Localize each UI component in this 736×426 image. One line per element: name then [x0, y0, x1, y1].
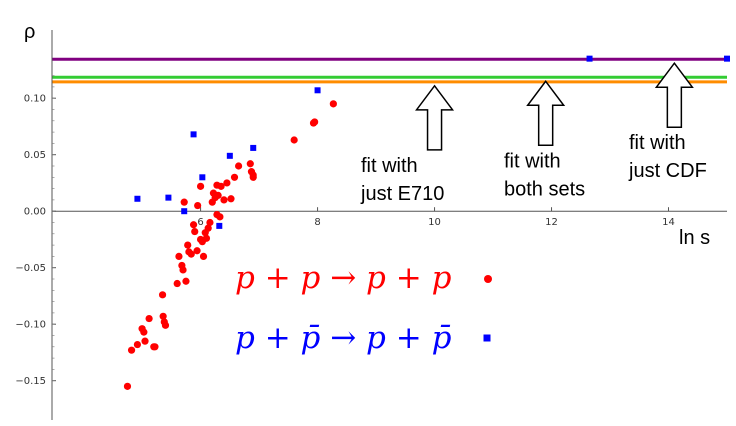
- pp-point: [180, 198, 188, 206]
- pp-point: [206, 218, 214, 227]
- annotation-text: fit with: [361, 155, 418, 177]
- x-tick-label: 6: [197, 217, 203, 228]
- annotations: fit with just E710 fit with both sets fit wi…: [360, 61, 707, 205]
- pp-point: [123, 382, 132, 390]
- fit-lines: [52, 57, 727, 84]
- pp-point: [161, 321, 170, 329]
- pp-point: [216, 213, 224, 221]
- ppbar-point: [165, 194, 172, 201]
- pp-point: [182, 277, 190, 285]
- annotation-text: fit with: [629, 132, 686, 154]
- ppbar-point: [216, 222, 223, 229]
- ppbar-point: [250, 144, 257, 151]
- legend-marker-ppbar: [483, 334, 491, 342]
- pp-point: [187, 250, 195, 258]
- pp-point: [175, 252, 183, 260]
- x-tick-label: 14: [662, 217, 675, 228]
- pp-point: [140, 328, 148, 336]
- annotation-text: just E710: [360, 183, 444, 205]
- data-points: [123, 55, 730, 390]
- pp-point: [133, 340, 142, 349]
- x-tick-label: 8: [314, 217, 320, 228]
- y-tick-label: 0.10: [24, 94, 46, 105]
- x-axis-title: ln s: [679, 227, 710, 249]
- pp-point: [145, 314, 153, 323]
- pp-point: [329, 100, 337, 108]
- pp-point: [127, 346, 136, 354]
- pp-point: [223, 179, 231, 187]
- pp-point: [220, 196, 228, 204]
- ppbar-point: [190, 131, 197, 138]
- legend: p + p → p + p p + p̄ → p + p̄: [235, 260, 492, 356]
- pp-point: [311, 118, 319, 126]
- pp-point: [191, 227, 199, 236]
- pp-point: [217, 182, 225, 190]
- ppbar-point: [181, 208, 188, 215]
- annotation-text: fit with: [504, 150, 561, 172]
- pp-point: [249, 171, 257, 179]
- pp-point: [194, 201, 202, 210]
- legend-label-ppbar: p + p̄ → p + p̄: [235, 320, 452, 356]
- y-axis-title: ρ: [24, 21, 35, 43]
- pp-point: [246, 160, 254, 168]
- ticks: 6 8 10 12 14 0.10 0.05 0.00 −0.05 −0.10 −0.15: [15, 75, 675, 387]
- annotation-text: just CDF: [628, 160, 707, 182]
- pp-point: [158, 291, 167, 299]
- pp-point: [193, 247, 201, 255]
- pp-point: [230, 173, 239, 181]
- y-tick-label: 0.00: [24, 207, 46, 218]
- y-tick-label: −0.10: [15, 320, 46, 331]
- ppbar-point: [724, 55, 730, 62]
- pp-point: [199, 252, 208, 260]
- axes: [51, 30, 727, 420]
- ppbar-point: [199, 174, 206, 181]
- pp-point: [214, 191, 222, 199]
- annotation-text: both sets: [504, 178, 585, 200]
- legend-marker-pp: [484, 275, 492, 283]
- legend-label-pp: p + p → p + p: [235, 260, 452, 296]
- ppbar-point: [586, 55, 593, 62]
- y-tick-label: 0.05: [24, 150, 46, 161]
- pp-point: [202, 234, 211, 242]
- y-tick-label: −0.15: [15, 376, 46, 387]
- annotation-arrow: [654, 61, 694, 128]
- pp-point: [151, 343, 159, 351]
- ppbar-point: [314, 87, 321, 94]
- pp-point: [204, 224, 212, 232]
- annotation-arrow: [526, 80, 566, 147]
- ppbar-point: [226, 152, 233, 159]
- pp-point: [196, 182, 205, 190]
- x-tick-label: 12: [545, 217, 558, 228]
- pp-point: [179, 266, 187, 274]
- y-tick-label: −0.05: [15, 263, 46, 274]
- ppbar-point: [134, 195, 141, 202]
- pp-point: [290, 136, 298, 144]
- x-tick-label: 10: [428, 217, 441, 228]
- pp-point: [141, 337, 149, 345]
- pp-point: [189, 221, 198, 229]
- pp-point: [235, 162, 243, 170]
- annotation-arrow: [415, 84, 455, 151]
- pp-point: [173, 279, 181, 288]
- pp-point: [159, 312, 167, 320]
- pp-point: [227, 195, 235, 203]
- pp-point: [184, 241, 192, 249]
